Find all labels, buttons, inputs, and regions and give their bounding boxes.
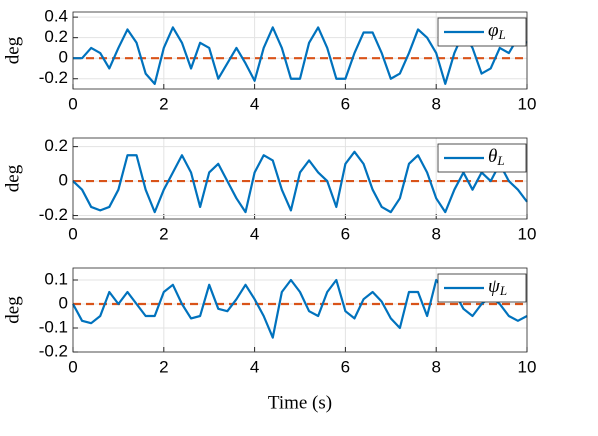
y-tick-label: 0.4 bbox=[44, 7, 68, 26]
axes-box bbox=[72, 11, 528, 90]
data-line bbox=[73, 26, 528, 85]
x-tick-label: 8 bbox=[431, 357, 440, 376]
x-tick-label: 2 bbox=[159, 94, 168, 113]
x-tick-label: 8 bbox=[431, 94, 440, 113]
x-tick-label: 6 bbox=[341, 357, 350, 376]
y-tick-label: -0.2 bbox=[39, 68, 68, 87]
y-tick-label: 0.2 bbox=[44, 27, 68, 46]
y-axis-label: deg bbox=[2, 36, 23, 64]
axes-box bbox=[72, 267, 528, 353]
x-tick-label: 4 bbox=[250, 224, 259, 243]
x-tick-label: 10 bbox=[518, 357, 537, 376]
y-tick-label: -0.2 bbox=[39, 205, 68, 224]
x-tick-label: 6 bbox=[341, 224, 350, 243]
legend-label: ψL bbox=[488, 276, 507, 298]
x-tick-label: 0 bbox=[68, 357, 77, 376]
legend-label: θL bbox=[488, 146, 505, 168]
x-tick-label: 0 bbox=[68, 224, 77, 243]
y-axis-label: deg bbox=[2, 164, 23, 192]
y-tick-label: -0.1 bbox=[39, 317, 68, 336]
x-tick-label: 2 bbox=[159, 357, 168, 376]
x-tick-label: 10 bbox=[518, 224, 537, 243]
x-tick-label: 0 bbox=[68, 94, 77, 113]
y-tick-label: 0 bbox=[59, 171, 68, 190]
x-tick-label: 10 bbox=[518, 94, 537, 113]
y-tick-label: 0.1 bbox=[44, 269, 68, 288]
y-tick-label: 0.2 bbox=[44, 136, 68, 155]
y-tick-label: 0 bbox=[59, 48, 68, 67]
x-tick-label: 4 bbox=[250, 357, 259, 376]
axes-box bbox=[72, 137, 528, 220]
x-tick-label: 4 bbox=[250, 94, 259, 113]
x-tick-label: 6 bbox=[341, 94, 350, 113]
data-line bbox=[72, 150, 528, 214]
x-tick-label: 8 bbox=[431, 224, 440, 243]
x-tick-label: 2 bbox=[159, 224, 168, 243]
legend-label: φL bbox=[488, 20, 506, 42]
y-tick-label: -0.2 bbox=[39, 341, 68, 360]
y-tick-label: 0 bbox=[59, 293, 68, 312]
x-axis-label: Time (s) bbox=[268, 392, 332, 413]
y-axis-label: deg bbox=[2, 296, 23, 324]
